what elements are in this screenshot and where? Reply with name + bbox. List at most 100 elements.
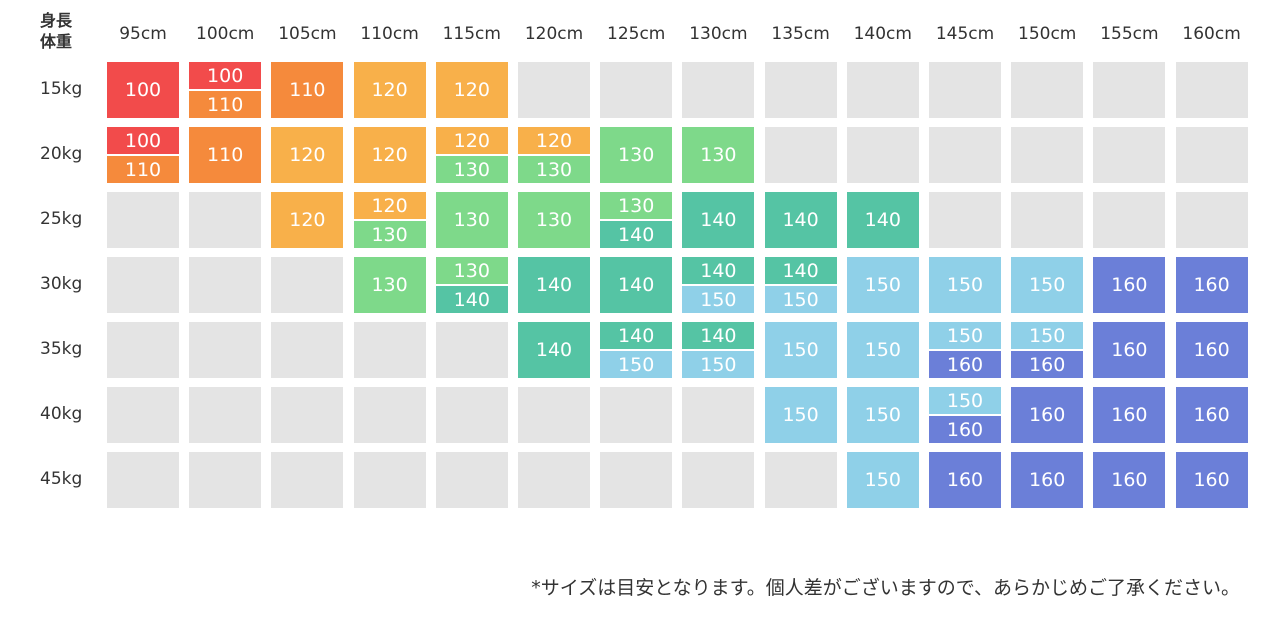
empty-cell (846, 62, 919, 118)
size-cell: 140 150 (682, 322, 755, 378)
size-value: 100 (107, 127, 179, 154)
size-value: 140 (682, 322, 755, 349)
size-value: 160 (1011, 387, 1084, 443)
size-cell: 150 (846, 322, 919, 378)
size-value: 130 (353, 221, 426, 248)
size-cell: 130 140 (600, 192, 673, 248)
weight-header: 20kg (40, 144, 83, 164)
size-value: 140 (600, 257, 673, 313)
size-value: 140 (682, 192, 755, 248)
size-cell: 130 140 (435, 257, 508, 313)
empty-cell (353, 387, 426, 443)
size-cell: 160 (1011, 387, 1084, 443)
size-cell: 100 110 (107, 127, 179, 183)
size-cell: 140 (518, 257, 590, 313)
height-header: 150cm (1018, 24, 1077, 44)
empty-cell (1011, 62, 1084, 118)
size-value: 120 (353, 127, 426, 183)
weight-header: 35kg (40, 339, 83, 359)
size-value: 110 (107, 156, 179, 183)
empty-cell (600, 387, 673, 443)
size-cell: 160 (1175, 257, 1248, 313)
size-cell: 120 130 (353, 192, 426, 248)
size-value: 140 (600, 221, 673, 248)
size-cell: 150 (1011, 257, 1084, 313)
empty-cell (929, 62, 1001, 118)
height-header: 140cm (853, 24, 912, 44)
size-value: 140 (764, 192, 837, 248)
weight-header: 25kg (40, 209, 83, 229)
size-value: 140 (682, 257, 755, 284)
size-cell: 160 (1175, 322, 1248, 378)
empty-cell (1175, 62, 1248, 118)
size-value: 150 (764, 322, 837, 378)
size-value: 160 (929, 452, 1001, 508)
size-cell: 150 160 (1011, 322, 1084, 378)
size-value: 130 (353, 257, 426, 313)
size-value: 150 (764, 387, 837, 443)
empty-cell (107, 452, 179, 508)
size-cell: 120 (271, 192, 344, 248)
empty-cell (929, 127, 1001, 183)
size-cell: 160 (1093, 387, 1166, 443)
size-value: 150 (929, 257, 1001, 313)
height-header: 120cm (524, 24, 584, 44)
size-value: 150 (682, 351, 755, 378)
size-cell: 160 (1093, 322, 1166, 378)
size-cell: 140 150 (682, 257, 755, 313)
size-cell: 100 110 (189, 62, 262, 118)
size-cell: 140 (518, 322, 590, 378)
size-cell: 140 (600, 257, 673, 313)
size-cell: 130 (435, 192, 508, 248)
size-value: 130 (518, 156, 590, 183)
footnote: *サイズは目安となります。個人差がございますので、あらかじめご了承ください。 (531, 577, 1240, 599)
size-value: 160 (1011, 351, 1084, 378)
size-value: 120 (435, 62, 508, 118)
empty-cell (1011, 192, 1084, 248)
size-value: 110 (271, 62, 344, 118)
size-cell: 120 130 (518, 127, 590, 183)
size-value: 150 (846, 452, 919, 508)
size-cell: 140 (846, 192, 919, 248)
size-cell: 140 (682, 192, 755, 248)
size-value: 150 (764, 286, 837, 313)
size-value: 160 (1175, 322, 1248, 378)
weight-header: 40kg (40, 404, 83, 424)
empty-cell (271, 452, 344, 508)
size-value: 110 (189, 127, 262, 183)
size-cell: 130 (682, 127, 755, 183)
size-cell: 130 (353, 257, 426, 313)
size-value: 120 (271, 192, 344, 248)
weight-header: 15kg (40, 79, 83, 99)
empty-cell (189, 192, 262, 248)
height-corner-label: 身長 (40, 11, 73, 30)
height-header: 160cm (1182, 24, 1241, 44)
empty-cell (353, 322, 426, 378)
size-cell: 140 150 (764, 257, 837, 313)
height-header: 105cm (278, 24, 337, 44)
size-value: 150 (929, 322, 1001, 349)
size-value: 150 (682, 286, 755, 313)
size-cell: 140 150 (600, 322, 673, 378)
size-value: 150 (1011, 257, 1084, 313)
size-cell: 150 (846, 257, 919, 313)
size-cell: 160 (1011, 452, 1084, 508)
size-value: 150 (846, 257, 919, 313)
empty-cell (107, 257, 179, 313)
height-header: 145cm (935, 24, 995, 44)
empty-cell (682, 62, 755, 118)
empty-cell (764, 127, 837, 183)
height-header: 115cm (442, 24, 501, 44)
size-value: 130 (435, 192, 508, 248)
size-value: 160 (1093, 322, 1166, 378)
height-header: 100cm (196, 24, 255, 44)
empty-cell (107, 387, 179, 443)
empty-cell (1175, 192, 1248, 248)
size-value: 160 (1093, 387, 1166, 443)
size-value: 140 (600, 322, 673, 349)
size-value: 160 (1011, 452, 1084, 508)
size-value: 140 (846, 192, 919, 248)
size-value: 140 (435, 286, 508, 313)
empty-cell (271, 387, 344, 443)
size-cell: 100 (107, 62, 179, 118)
